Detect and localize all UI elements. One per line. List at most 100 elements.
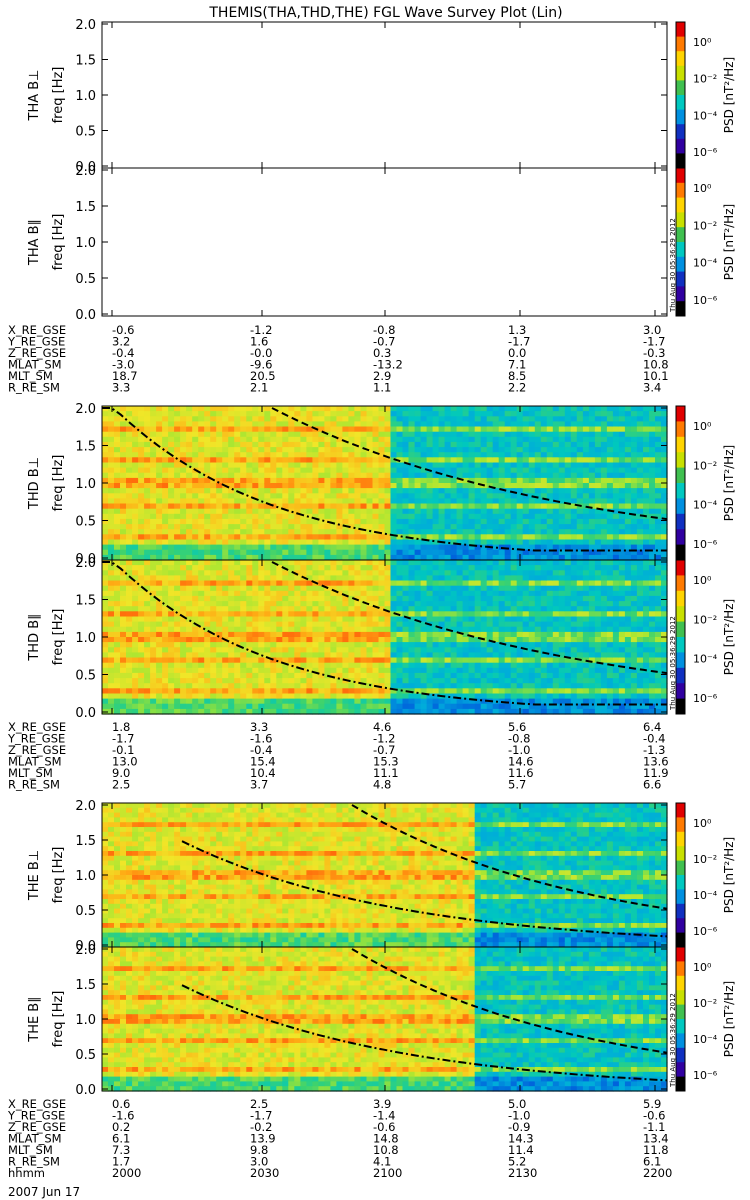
ephem-value: -0.8 — [508, 732, 530, 746]
ephem-value: 1.7 — [112, 1155, 130, 1169]
ephem-value: 6.1 — [643, 1155, 661, 1169]
y-tick-label: 1.5 — [75, 54, 96, 69]
ephem-label: Y_RE_GSE — [7, 732, 65, 746]
colorbar: 10⁰ 10⁻² 10⁻⁴ 10⁻⁶ PSD [nT²/Hz] — [675, 167, 736, 317]
ephem-value: 10.4 — [250, 766, 276, 780]
spectrogram — [102, 947, 668, 1092]
colorbar-tick: 10⁰ — [693, 961, 712, 974]
y-tick-label: 1.5 — [75, 440, 96, 455]
ephem-value: 11.4 — [508, 1143, 534, 1157]
ephem-value: 5.7 — [508, 778, 526, 792]
ephem-label: X_RE_GSE — [8, 323, 66, 337]
ephem-label: MLAT_SM — [8, 1132, 62, 1146]
ephem-value: 9.0 — [112, 766, 130, 780]
panel-ylabel: THA B∥ — [27, 219, 42, 266]
ephem-label: Y_RE_GSE — [7, 1109, 65, 1123]
fce-line-dashed — [271, 561, 668, 675]
colorbar-label: PSD [nT²/Hz] — [722, 981, 736, 1057]
fce-line-dashdot — [102, 561, 667, 706]
ephem-value: 3.4 — [643, 381, 661, 395]
colorbar: 10⁰ 10⁻² 10⁻⁴ 10⁻⁶ PSD [nT²/Hz] — [675, 21, 736, 169]
ephem-value: -0.2 — [250, 1120, 272, 1134]
fce-line-dashed — [351, 948, 668, 1054]
y-tick-label: 1.0 — [75, 869, 96, 884]
y-tick-label: 2.0 — [75, 402, 96, 417]
ephem-value: -13.2 — [373, 358, 403, 372]
ephem-value: 2200 — [643, 1166, 672, 1180]
y-tick-label: 0.5 — [75, 125, 96, 140]
y-tick-label: 1.0 — [75, 477, 96, 492]
fce-line-dashed — [351, 804, 668, 910]
ephem-value: 13.4 — [643, 1132, 669, 1146]
ephem-value: -3.0 — [112, 358, 134, 372]
ephem-value: -1.7 — [250, 1109, 272, 1123]
colorbar-tick: 10⁻⁴ — [693, 499, 718, 512]
colorbar-tick: 10⁻⁶ — [693, 294, 718, 307]
ephem-table-3: X_RE_GSE 0.6 2.5 3.9 5.0 5.9Y_RE_GSE -1.6 -1.7-… — [7, 1097, 672, 1180]
ephem-value: 0.0 — [508, 346, 526, 360]
y-tick-label: 1.0 — [75, 236, 96, 251]
spectrogram — [102, 560, 668, 715]
panel-5: 0.0 0.5 1.0 1.5 2.0 THE B⊥ freq [Hz] 10⁰ 10⁻² 10⁻… — [27, 799, 736, 954]
ephem-value: 5.2 — [508, 1155, 526, 1169]
panel-ylabel-units: freq [Hz] — [51, 214, 66, 271]
ephem-table-2: X_RE_GSE 1.8 3.3 4.6 5.6 6.4Y_RE_GSE -1.7 -1.6-… — [7, 720, 669, 792]
ephem-value: 3.2 — [112, 335, 130, 349]
ephem-value: 7.1 — [508, 358, 526, 372]
ephem-value: 2.2 — [508, 381, 526, 395]
ephem-value: 6.1 — [112, 1132, 130, 1146]
ephem-value: 20.5 — [250, 369, 276, 383]
ephem-value: 2130 — [508, 1166, 537, 1180]
ephem-value: -1.3 — [643, 743, 665, 757]
ephem-value: -0.6 — [373, 1120, 395, 1134]
panels-group: 0.0 0.5 1.0 1.5 2.0 THA B⊥ freq [Hz] 10⁰ 10⁻² 10⁻… — [27, 18, 736, 1098]
ephem-value: -0.3 — [643, 346, 665, 360]
y-tick-label: 2.0 — [75, 556, 96, 571]
ephem-value: 3.7 — [250, 778, 268, 792]
y-tick-label: 0.0 — [75, 160, 96, 175]
ephem-value: 5.9 — [643, 1097, 661, 1111]
ephem-label: Z_RE_GSE — [8, 346, 66, 360]
ephem-value: 2.5 — [250, 1097, 268, 1111]
ephem-value: 14.6 — [508, 755, 534, 769]
ephem-value: -1.0 — [508, 743, 530, 757]
ephem-value: 14.8 — [373, 1132, 399, 1146]
panel-6: 0.0 0.5 1.0 1.5 2.0 THE B∥ freq [Hz] 10⁰ 10⁻² 10⁻… — [27, 943, 736, 1098]
colorbar-tick: 10⁻⁴ — [693, 109, 718, 122]
ephem-label: X_RE_GSE — [8, 720, 66, 734]
y-tick-label: 0.5 — [75, 904, 96, 919]
y-tick-label: 0.0 — [75, 1083, 96, 1098]
y-tick-label: 0.5 — [75, 515, 96, 530]
colorbar-tick: 10⁻⁶ — [693, 692, 718, 705]
ephem-value: 2030 — [250, 1166, 279, 1180]
ephem-value: 2000 — [112, 1166, 141, 1180]
ephem-value: 0.6 — [112, 1097, 130, 1111]
colorbar-label: PSD [nT²/Hz] — [722, 599, 736, 675]
timestamp-stamp: Thu Aug 30 05:36:29 2012 — [669, 218, 677, 313]
ephem-label: R_RE_SM — [8, 381, 60, 395]
y-tick-label: 0.0 — [75, 939, 96, 954]
ephem-value: -0.4 — [643, 732, 665, 746]
ephem-value: -1.2 — [373, 732, 395, 746]
ephem-label: R_RE_SM — [8, 1155, 60, 1169]
colorbar-tick: 10⁰ — [693, 182, 712, 195]
ephem-value: 0.3 — [373, 346, 391, 360]
ephem-value: 4.6 — [373, 720, 391, 734]
ephem-value: 3.0 — [250, 1155, 268, 1169]
ephem-value: -1.1 — [643, 1120, 665, 1134]
y-tick-label: 0.0 — [75, 706, 96, 721]
ephem-value: -0.4 — [250, 743, 272, 757]
colorbar-tick: 10⁻⁶ — [693, 146, 718, 159]
fce-line-dashdot — [102, 407, 667, 552]
plot-frame — [101, 21, 668, 169]
panel-2: 0.0 0.5 1.0 1.5 2.0 THA B∥ freq [Hz] 10⁰ 10⁻² 10⁻… — [27, 164, 736, 323]
ephem-value: 2100 — [373, 1166, 402, 1180]
panel-1: 0.0 0.5 1.0 1.5 2.0 THA B⊥ freq [Hz] 10⁰ 10⁻² 10⁻… — [27, 18, 736, 175]
colorbar-tick: 10⁻⁴ — [693, 1033, 718, 1046]
ephem-value: 4.1 — [373, 1155, 391, 1169]
panel-ylabel: THA B⊥ — [27, 70, 42, 122]
y-tick-label: 2.0 — [75, 943, 96, 958]
timestamp-stamp: Thu Aug 30 05:36:29 2012 — [669, 993, 677, 1088]
ephem-value: -1.2 — [250, 323, 272, 337]
y-tick-label: 0.5 — [75, 669, 96, 684]
